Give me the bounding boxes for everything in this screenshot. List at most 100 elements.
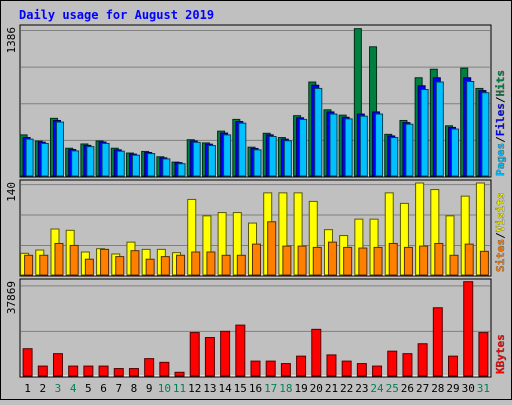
bar-pages-day-4 <box>71 150 80 177</box>
bar-kbytes-day-25 <box>387 350 398 377</box>
bar-kbytes-day-11 <box>174 371 185 377</box>
x-tick-label-day-6: 6 <box>100 382 107 395</box>
bar-pages-day-2 <box>40 142 49 177</box>
legend-files: Files <box>494 103 507 136</box>
x-tick-label-day-1: 1 <box>24 382 31 395</box>
bar-sites-day-28 <box>434 242 444 276</box>
bar-pages-day-20 <box>314 87 323 177</box>
bar-kbytes-day-16 <box>250 360 261 377</box>
legend-separator: / <box>494 232 507 239</box>
bar-sites-day-17 <box>267 221 277 276</box>
bar-sites-day-22 <box>343 246 353 276</box>
x-tick-label-day-30: 30 <box>462 382 475 395</box>
bar-pages-day-13 <box>207 145 216 177</box>
x-tick-label-day-27: 27 <box>416 382 429 395</box>
bar-kbytes-day-29 <box>448 355 459 377</box>
bar-sites-day-10 <box>160 256 170 276</box>
chart-title: Daily usage for August 2019 <box>19 8 214 22</box>
bar-kbytes-day-27 <box>417 343 428 377</box>
bar-sites-day-6 <box>100 248 110 276</box>
bar-sites-day-26 <box>403 246 413 276</box>
x-tick-label-day-4: 4 <box>70 382 77 395</box>
bar-kbytes-day-21 <box>326 354 337 377</box>
bar-kbytes-day-17 <box>265 360 276 377</box>
bar-sites-day-20 <box>312 246 322 276</box>
y-max-tick-label: 37869 <box>5 281 18 314</box>
bar-pages-day-25 <box>390 137 399 177</box>
bar-sites-day-13 <box>206 251 216 276</box>
x-tick-label-day-31: 31 <box>477 382 490 395</box>
x-tick-label-day-9: 9 <box>146 382 153 395</box>
bar-pages-day-14 <box>223 134 232 177</box>
x-tick-label-day-5: 5 <box>85 382 92 395</box>
x-axis-day-labels: 1 2 3 4 5 6 7 8 9 10 11 12 13 14 15 16 17 18 19 20 21 22 23 24 2… <box>24 382 490 395</box>
bar-pages-day-17 <box>268 135 277 177</box>
x-tick-label-day-13: 13 <box>203 382 216 395</box>
bar-pages-day-10 <box>162 158 171 177</box>
legend-pages: Pages <box>494 143 507 176</box>
x-tick-label-day-24: 24 <box>370 382 384 395</box>
bar-sites-day-12 <box>191 251 201 276</box>
legend-panel-1: Sites/Visits <box>494 193 507 273</box>
x-tick-label-day-19: 19 <box>294 382 307 395</box>
bar-pages-day-29 <box>451 128 460 177</box>
bar-pages-day-18 <box>283 140 292 177</box>
bar-pages-day-23 <box>359 115 368 177</box>
bar-kbytes-day-6 <box>98 365 109 377</box>
x-tick-label-day-21: 21 <box>325 382 338 395</box>
bar-kbytes-day-1 <box>22 348 33 377</box>
bar-kbytes-day-7 <box>113 368 124 377</box>
x-tick-label-day-8: 8 <box>131 382 138 395</box>
bar-kbytes-day-28 <box>432 307 443 377</box>
bar-sites-day-15 <box>236 254 246 276</box>
y-max-tick-label: 1386 <box>5 27 18 54</box>
legend-panel-0: Pages/Files/Hits <box>494 70 507 176</box>
x-tick-label-day-15: 15 <box>234 382 247 395</box>
x-tick-label-day-28: 28 <box>431 382 444 395</box>
bar-sites-day-21 <box>327 241 337 276</box>
x-tick-label-day-25: 25 <box>386 382 399 395</box>
x-tick-label-day-29: 29 <box>446 382 459 395</box>
bar-sites-day-18 <box>282 245 292 276</box>
bar-sites-day-14 <box>221 254 231 276</box>
y-max-tick-label: 140 <box>5 182 18 202</box>
bar-pages-day-12 <box>192 141 201 177</box>
panel-sites-visits: 140 <box>5 179 492 277</box>
bar-kbytes-day-10 <box>159 361 170 377</box>
bar-sites-day-16 <box>252 243 261 276</box>
bar-kbytes-day-5 <box>83 365 94 377</box>
bar-kbytes-day-13 <box>204 337 215 377</box>
bar-pages-day-15 <box>238 122 247 177</box>
legend-kbytes: KBytes <box>494 334 507 374</box>
bar-sites-day-4 <box>69 244 79 276</box>
bar-pages-day-19 <box>299 118 308 177</box>
bar-pages-day-3 <box>55 121 64 177</box>
bar-sites-day-11 <box>176 254 186 276</box>
bar-sites-day-19 <box>297 245 307 276</box>
bar-pages-day-27 <box>420 89 429 177</box>
bar-kbytes-day-24 <box>372 365 383 377</box>
x-tick-label-day-17: 17 <box>264 382 277 395</box>
panel-hits-files-pages: 1386 <box>5 24 492 178</box>
bar-sites-day-24 <box>373 246 383 276</box>
legend-hits: Hits <box>494 70 507 97</box>
bar-pages-day-11 <box>177 163 186 177</box>
bar-kbytes-day-23 <box>356 363 367 377</box>
x-tick-label-day-20: 20 <box>310 382 323 395</box>
bar-kbytes-day-3 <box>52 353 63 377</box>
bar-sites-day-25 <box>388 242 398 276</box>
bar-sites-day-9 <box>145 258 155 276</box>
bar-pages-day-26 <box>405 123 414 177</box>
x-tick-label-day-3: 3 <box>55 382 62 395</box>
x-tick-label-day-23: 23 <box>355 382 368 395</box>
bar-pages-day-1 <box>25 138 34 177</box>
bar-pages-day-9 <box>147 153 156 177</box>
bar-kbytes-day-14 <box>220 330 231 377</box>
bar-pages-day-22 <box>344 118 353 177</box>
bar-sites-day-8 <box>130 250 140 276</box>
bar-pages-day-16 <box>253 149 262 177</box>
bar-sites-day-23 <box>358 247 368 276</box>
bar-kbytes-day-22 <box>341 360 352 377</box>
bar-pages-day-28 <box>435 81 444 177</box>
